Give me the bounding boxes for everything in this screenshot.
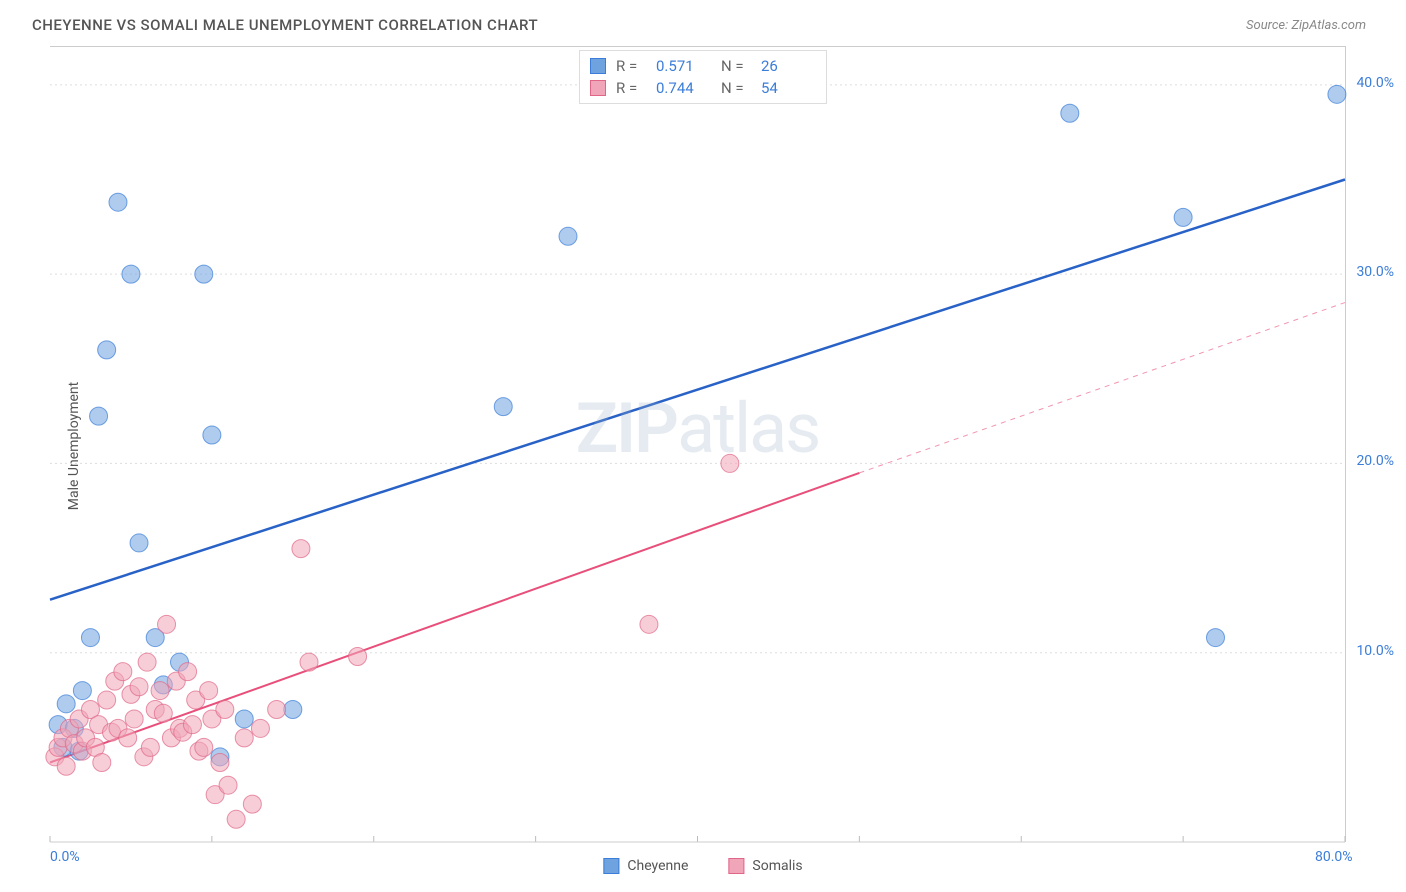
chart-header: CHEYENNE VS SOMALI MALE UNEMPLOYMENT COR… [0,0,1406,42]
y-tick-label: 20.0% [1356,453,1394,469]
source-attribution: Source: ZipAtlas.com [1246,18,1366,33]
swatch-cheyenne [590,58,606,74]
y-tick-label: 10.0% [1356,643,1394,659]
swatch-somalis-icon [728,858,744,874]
legend-row-somalis: R = 0.744 N = 54 [590,77,816,99]
swatch-cheyenne-icon [603,858,619,874]
series-legend: Cheyenne Somalis [603,858,802,874]
scatter-svg [50,47,1345,842]
x-tick-label: 80.0% [1315,849,1353,865]
legend-row-cheyenne: R = 0.571 N = 26 [590,55,816,77]
chart-title: CHEYENNE VS SOMALI MALE UNEMPLOYMENT COR… [32,16,538,34]
legend-item-somalis: Somalis [728,858,802,874]
correlation-legend: R = 0.571 N = 26 R = 0.744 N = 54 [579,50,827,104]
swatch-somalis [590,80,606,96]
x-tick-label: 0.0% [50,849,80,865]
chart-plot-area: ZIPatlas [50,46,1346,842]
legend-item-cheyenne: Cheyenne [603,858,688,874]
y-tick-label: 30.0% [1356,264,1394,280]
y-tick-label: 40.0% [1356,75,1394,91]
